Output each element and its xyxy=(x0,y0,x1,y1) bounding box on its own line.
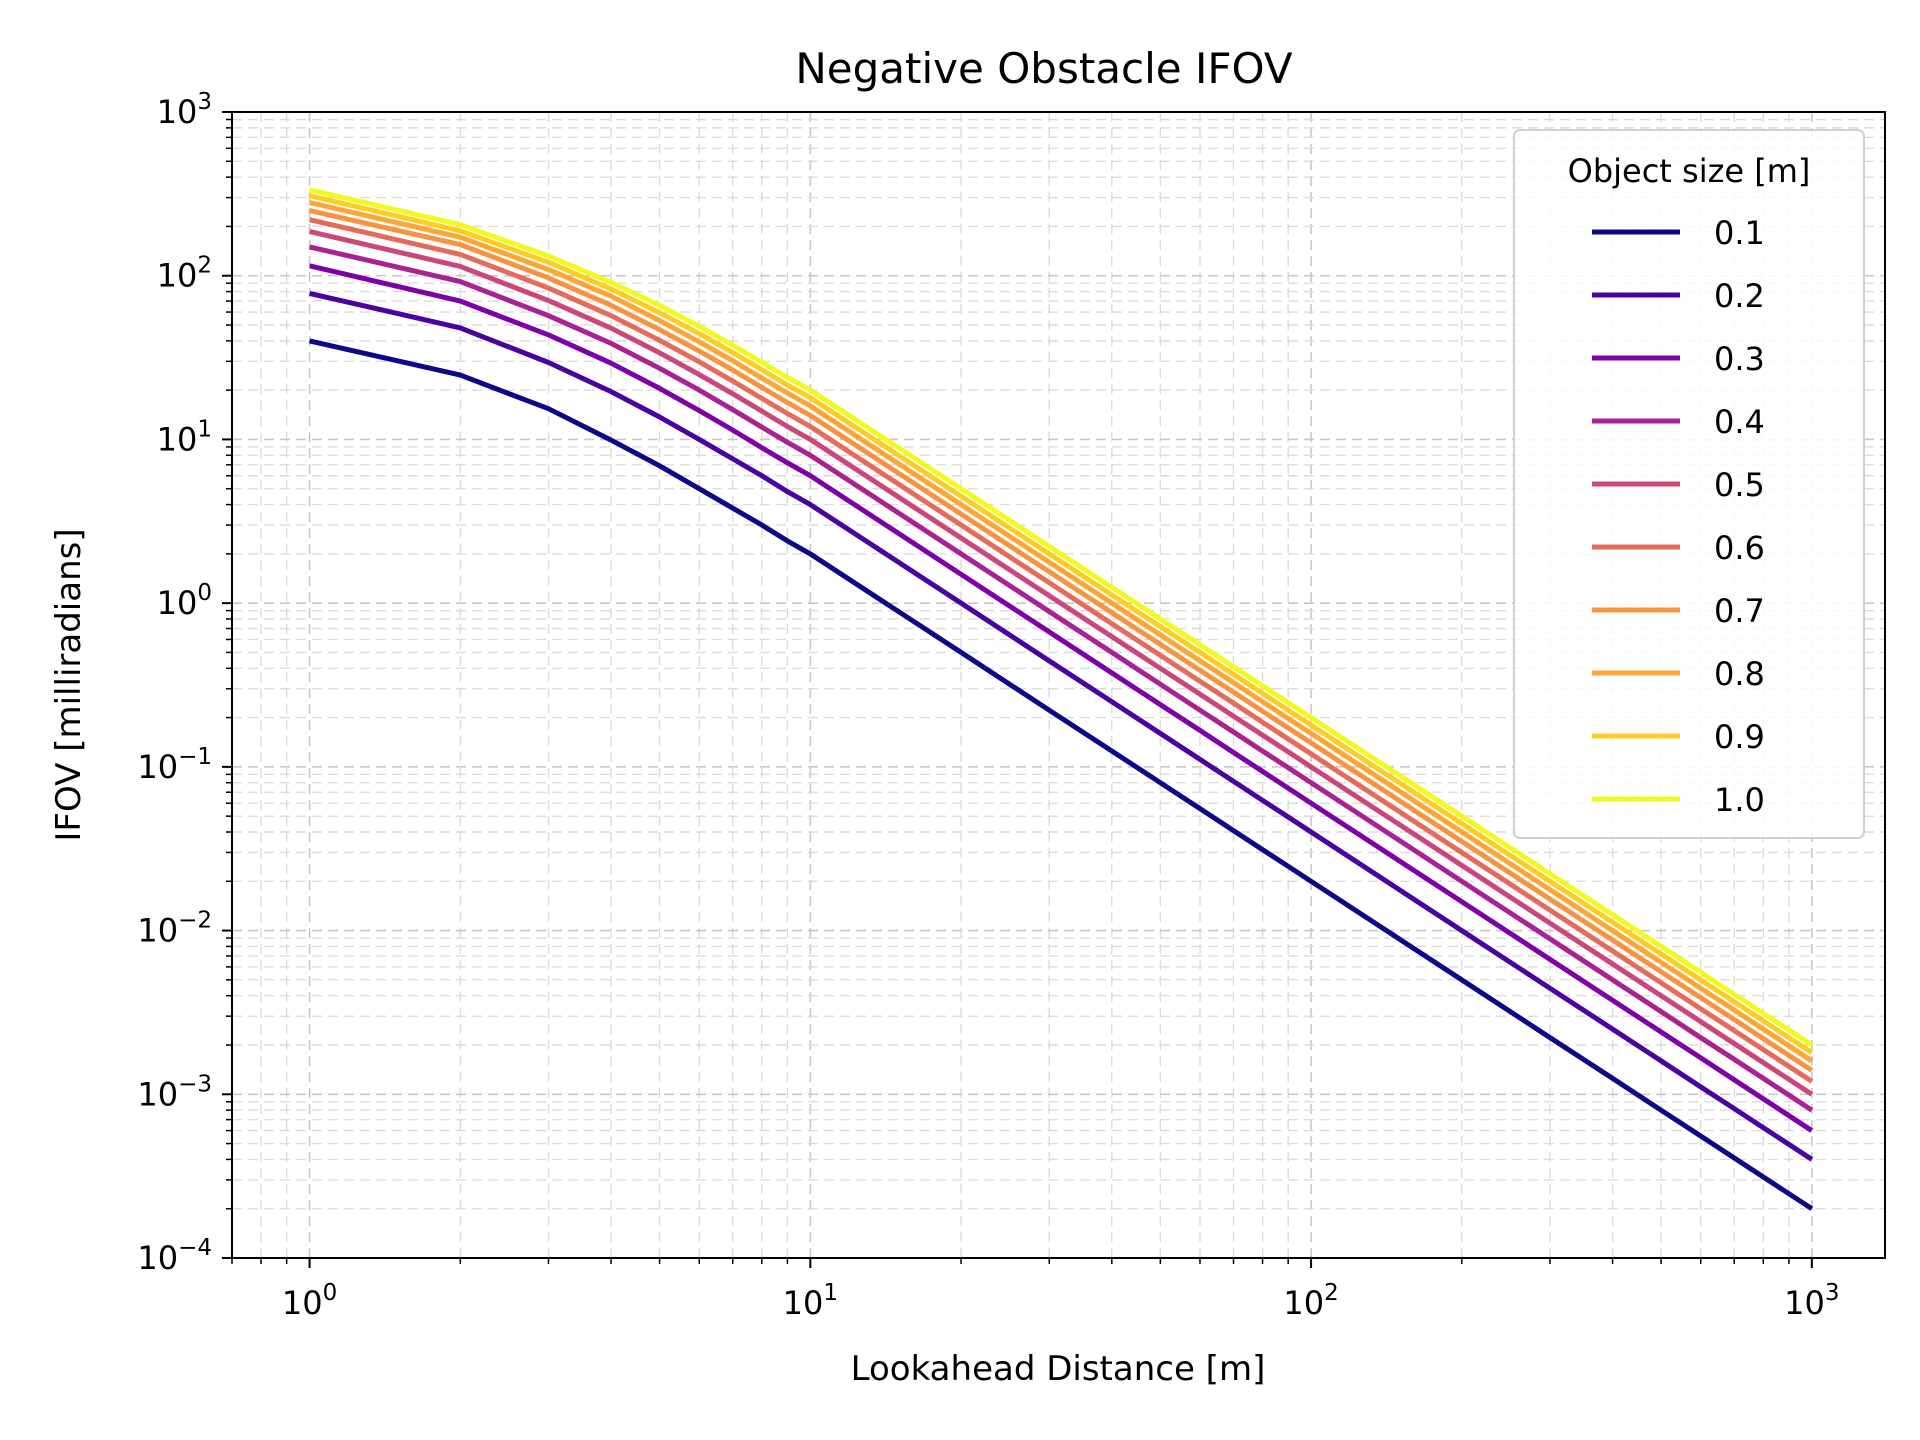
x-tick-label-exponent: 1 xyxy=(823,1280,838,1306)
y-tick-label: 101 xyxy=(157,416,212,458)
y-tick-label-exponent: −2 xyxy=(178,908,212,934)
legend-label-0.8: 0.8 xyxy=(1714,655,1765,693)
y-tick-label: 10−2 xyxy=(137,908,212,950)
series-line-0.2 xyxy=(309,290,1814,1162)
legend-label-0.7: 0.7 xyxy=(1714,592,1765,630)
y-tick-label-exponent: −3 xyxy=(178,1071,212,1097)
series-line-0.9 xyxy=(309,193,1814,1055)
axis-ticks xyxy=(222,111,1813,1268)
y-tick-label-exponent: 0 xyxy=(197,580,212,606)
y-tick-label-exponent: 3 xyxy=(197,89,212,115)
y-tick-label-base: 10 xyxy=(137,1239,178,1277)
legend-label-0.5: 0.5 xyxy=(1714,466,1765,504)
x-tick-label-base: 10 xyxy=(282,1284,323,1322)
x-tick-labels: 100 101 102 103 xyxy=(282,1280,1840,1322)
x-tick-label-base: 10 xyxy=(783,1284,824,1322)
x-tick-label: 100 xyxy=(282,1280,337,1322)
x-tick-label-exponent: 2 xyxy=(1324,1280,1339,1306)
x-tick-label-exponent: 0 xyxy=(323,1280,338,1306)
y-tick-label: 100 xyxy=(157,580,212,622)
legend-label-1.0: 1.0 xyxy=(1714,781,1765,819)
legend-label-0.3: 0.3 xyxy=(1714,340,1765,378)
series-line-0.7 xyxy=(309,208,1814,1073)
x-tick-label-base: 10 xyxy=(1283,1284,1324,1322)
series-line-0.4 xyxy=(309,244,1814,1113)
legend: Object size [m] 0.1 0.2 0.3 0.4 0.5 0.6 0.7 0.8… xyxy=(1513,129,1865,839)
y-tick-label: 102 xyxy=(157,253,212,295)
legend-label-0.1: 0.1 xyxy=(1714,214,1765,252)
series-line-0.6 xyxy=(309,217,1814,1084)
y-tick-label: 10−1 xyxy=(137,744,212,786)
chart-title: Negative Obstacle IFOV xyxy=(795,44,1292,93)
series-line-0.3 xyxy=(309,263,1814,1133)
legend-label-0.6: 0.6 xyxy=(1714,529,1765,567)
y-tick-label-base: 10 xyxy=(137,912,178,950)
y-tick-label: 10−4 xyxy=(137,1235,212,1277)
y-tick-label-exponent: −1 xyxy=(178,744,212,770)
x-axis-label: Lookahead Distance [m] xyxy=(851,1349,1266,1389)
legend-title: Object size [m] xyxy=(1568,152,1811,190)
legend-label-0.9: 0.9 xyxy=(1714,718,1765,756)
y-tick-label-base: 10 xyxy=(157,420,198,458)
y-tick-label-base: 10 xyxy=(157,584,198,622)
y-tick-label-base: 10 xyxy=(157,93,198,131)
y-axis-label: IFOV [milliradians] xyxy=(49,528,89,841)
y-tick-label-exponent: 1 xyxy=(197,416,212,442)
x-tick-label: 101 xyxy=(783,1280,838,1322)
plot-area-frame xyxy=(231,111,1886,1259)
legend-label-0.2: 0.2 xyxy=(1714,277,1765,315)
y-tick-label-base: 10 xyxy=(137,748,178,786)
y-tick-label-exponent: −4 xyxy=(178,1235,212,1261)
y-tick-label-base: 10 xyxy=(157,257,198,295)
series-lines xyxy=(309,187,1814,1211)
x-tick-label-exponent: 3 xyxy=(1825,1280,1840,1306)
legend-box xyxy=(1513,129,1865,839)
series-line-1.0 xyxy=(309,187,1814,1048)
x-tick-label: 102 xyxy=(1283,1280,1338,1322)
y-tick-label: 10−3 xyxy=(137,1071,212,1113)
legend-label-0.4: 0.4 xyxy=(1714,403,1765,441)
x-tick-label: 103 xyxy=(1784,1280,1839,1322)
y-tick-label-exponent: 2 xyxy=(197,253,212,279)
y-tick-label: 103 xyxy=(157,89,212,131)
y-tick-label-base: 10 xyxy=(137,1075,178,1113)
x-tick-label-base: 10 xyxy=(1784,1284,1825,1322)
series-line-0.5 xyxy=(309,229,1814,1097)
series-line-0.1 xyxy=(309,338,1814,1211)
legend-entries: 0.1 0.2 0.3 0.4 0.5 0.6 0.7 0.8 0.9 1.0 xyxy=(1592,214,1765,819)
series-line-0.8 xyxy=(309,200,1814,1063)
